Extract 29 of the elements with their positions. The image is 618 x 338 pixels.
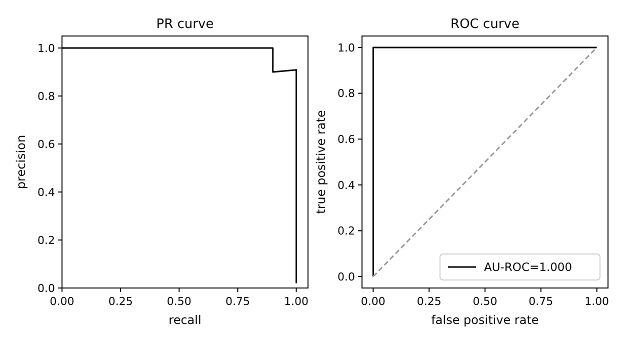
x-axis-title: false positive rate [431, 313, 539, 327]
x-tick-label: 0.25 [416, 295, 442, 308]
x-tick-label: 0.50 [472, 295, 498, 308]
y-tick-label: 0.4 [38, 186, 55, 199]
y-tick-label: 0.6 [38, 138, 55, 151]
y-tick-label: 0.8 [338, 87, 355, 100]
y-axis-title: precision [14, 134, 28, 190]
y-tick-label: 0.6 [338, 132, 355, 146]
chart-title: ROC curve [450, 17, 520, 32]
x-tick-label: 0.50 [166, 295, 192, 308]
y-tick-label: 0.8 [38, 90, 55, 103]
y-tick-label: 1.0 [338, 41, 355, 54]
y-tick-label: 1.0 [38, 42, 55, 55]
y-axis-title: true positive rate [314, 110, 328, 214]
y-tick-label: 0.0 [338, 270, 355, 284]
x-tick-label: 0.75 [225, 295, 250, 308]
chart-title: PR curve [156, 17, 214, 32]
y-tick-label: 0.0 [38, 282, 55, 295]
x-tick-label: 1.00 [284, 295, 309, 308]
x-tick-label: 1.00 [584, 295, 610, 308]
legend-label: AU-ROC=1.000 [484, 260, 572, 274]
x-axis-title: recall [168, 313, 202, 327]
x-tick-label: 0.00 [360, 295, 386, 308]
y-tick-label: 0.4 [338, 178, 355, 192]
y-tick-label: 0.2 [338, 224, 355, 238]
y-tick-label: 0.2 [38, 234, 55, 247]
x-tick-label: 0.25 [108, 295, 133, 308]
x-tick-label: 0.75 [528, 295, 554, 308]
x-tick-label: 0.00 [50, 295, 74, 308]
